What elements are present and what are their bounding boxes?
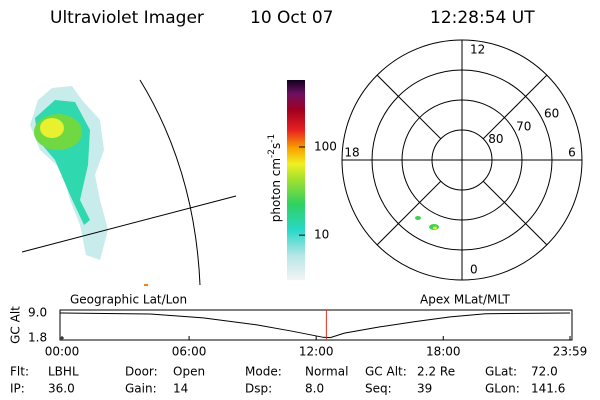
info-label: Seq:	[365, 382, 392, 396]
info-value: 8.0	[305, 382, 324, 396]
diagonal	[482, 180, 548, 246]
colorbar-label: photon cm-2s-1	[267, 134, 283, 223]
unit-exp: -1	[267, 134, 277, 143]
colorbar-tick-label: 100	[314, 139, 337, 153]
colorbar-tick-label: 10	[314, 228, 329, 242]
geo-meridian	[139, 79, 201, 286]
diagonal	[376, 74, 442, 140]
mlt-label: 18	[344, 146, 359, 160]
x-tick-label: 06:00	[172, 345, 207, 359]
info-value: 2.2 Re	[417, 365, 455, 379]
info-label: GC Alt:	[365, 365, 407, 379]
info-value: 14	[173, 382, 188, 396]
info-value: LBHL	[48, 365, 79, 379]
info-label: Gain:	[125, 382, 157, 396]
time: 12:28:54 UT	[430, 8, 535, 28]
mlt-label: 12	[470, 43, 485, 57]
info-label: GLon:	[485, 382, 520, 396]
info-value: 39	[417, 382, 432, 396]
unit: photon cm	[269, 158, 283, 222]
info-label: GLat:	[485, 365, 517, 379]
x-tick-label: 18:00	[426, 345, 461, 359]
info-label: IP:	[10, 382, 25, 396]
info-label: Door:	[125, 365, 158, 379]
lat-label: 60	[544, 107, 559, 121]
emission	[433, 226, 437, 230]
altitude-line	[61, 312, 571, 339]
lat-ring	[431, 129, 493, 191]
emission-peak	[40, 118, 64, 138]
info-value: Open	[173, 365, 205, 379]
timeline-right-title: Apex MLat/MLT	[420, 293, 510, 307]
timeline: 9.0 1.800:00 06:00 12:00 18:00 23:59	[28, 306, 587, 359]
lat-label: 70	[516, 119, 531, 133]
diagonal	[376, 180, 442, 246]
colorbar	[287, 80, 305, 280]
date: 10 Oct 07	[250, 8, 333, 28]
emission	[415, 216, 421, 220]
geo-parallel	[21, 195, 237, 253]
x-tick-label: 00:00	[45, 345, 80, 359]
mlt-label: 6	[568, 146, 576, 160]
instrument-title: Ultraviolet Imager	[50, 8, 204, 28]
unit-exp: -2	[267, 149, 277, 158]
x-tick-label: 23:59	[553, 345, 588, 359]
pixel	[144, 284, 148, 286]
info-label: Flt:	[10, 365, 29, 379]
info-value: 141.6	[531, 382, 565, 396]
info-value: 36.0	[48, 382, 75, 396]
y-tick-label: 9.0	[28, 306, 47, 320]
timeline-left-title: Geographic Lat/Lon	[70, 293, 187, 307]
lat-label: 80	[488, 132, 503, 146]
mlt-label: 0	[470, 263, 478, 277]
image-panel	[21, 79, 237, 286]
diagonal	[482, 74, 548, 140]
x-tick-label: 12:00	[299, 345, 334, 359]
info-value: 72.0	[531, 365, 558, 379]
y-tick-label: 1.8	[28, 331, 47, 345]
unit: s	[269, 143, 283, 149]
info-label: Mode:	[245, 365, 282, 379]
colorbar-ticks: 100 10	[299, 139, 337, 242]
info-table: Flt: LBHL Door: Open Mode: Normal GC Alt: 2.2 R…	[10, 365, 565, 396]
lat-ring	[401, 99, 523, 221]
timeline-ylabel: GC Alt	[9, 306, 23, 344]
lat-ring	[371, 69, 553, 251]
info-value: Normal	[305, 365, 348, 379]
info-label: Dsp:	[245, 382, 272, 396]
